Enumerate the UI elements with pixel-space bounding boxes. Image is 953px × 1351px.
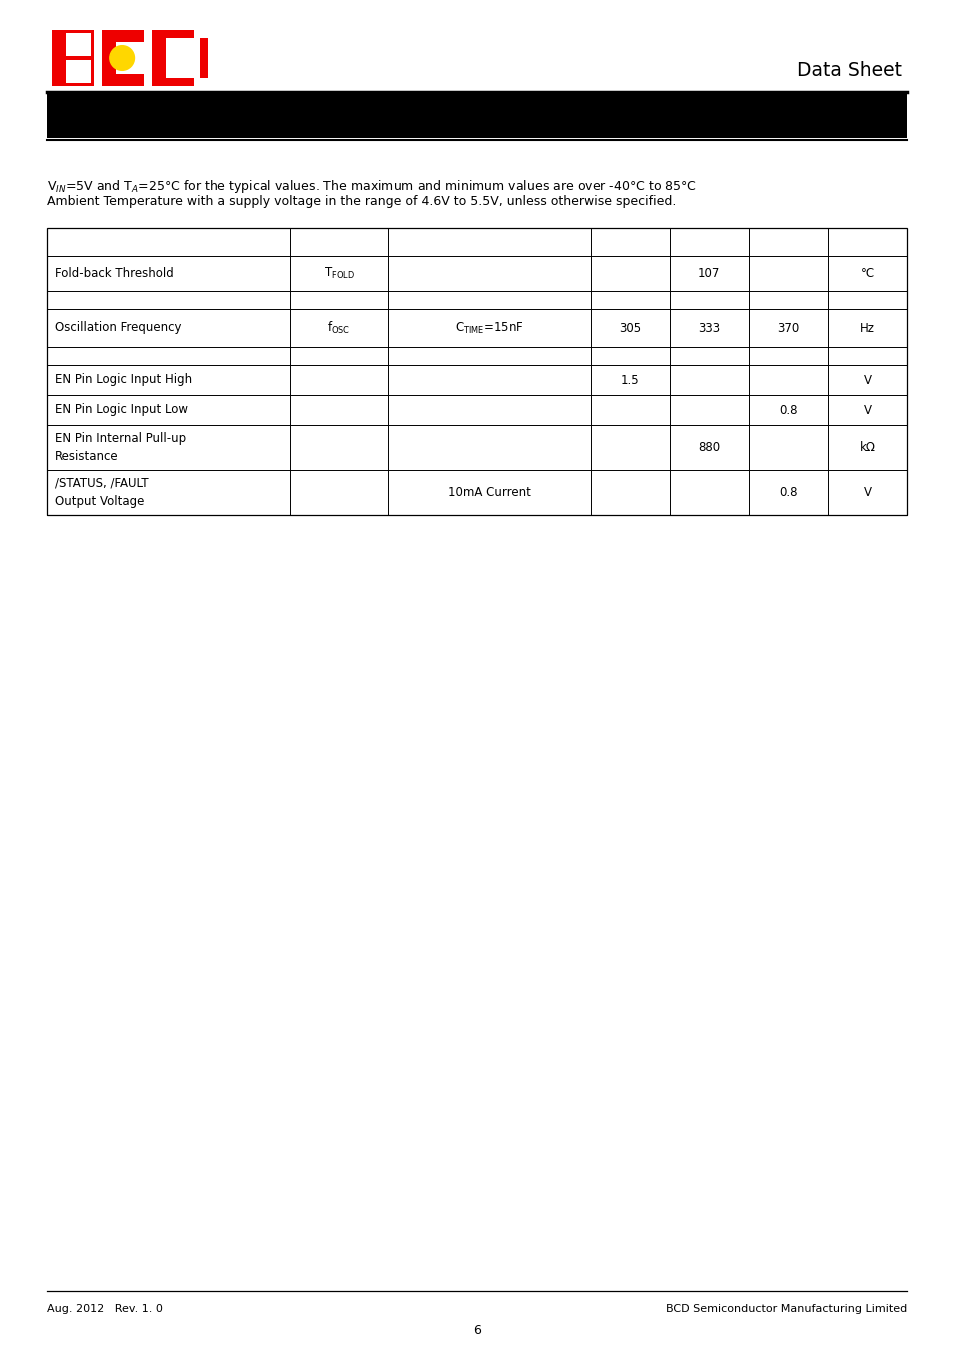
Text: Oscillation Frequency: Oscillation Frequency (55, 322, 181, 335)
Text: EN Pin Internal Pull-up: EN Pin Internal Pull-up (55, 432, 186, 444)
Text: 305: 305 (618, 322, 640, 335)
Text: 0.8: 0.8 (779, 404, 797, 416)
Text: 107: 107 (698, 267, 720, 280)
Text: 10mA Current: 10mA Current (448, 486, 531, 499)
Bar (152, 30, 193, 86)
Text: °C: °C (860, 267, 874, 280)
Text: Ambient Temperature with a supply voltage in the range of 4.6V to 5.5V, unless o: Ambient Temperature with a supply voltag… (47, 195, 676, 208)
Text: kΩ: kΩ (859, 440, 875, 454)
Text: 370: 370 (777, 322, 799, 335)
Circle shape (110, 46, 134, 70)
Text: 1.5: 1.5 (620, 373, 639, 386)
Bar (52, 30, 94, 86)
Text: Output Voltage: Output Voltage (55, 494, 144, 508)
Bar (47, 95, 906, 138)
Bar (166, 38, 200, 78)
Text: Resistance: Resistance (55, 450, 118, 463)
Text: C$_{\mathregular{TIME}}$=15nF: C$_{\mathregular{TIME}}$=15nF (455, 320, 523, 335)
Text: /STATUS, /FAULT: /STATUS, /FAULT (55, 477, 149, 490)
Text: 0.8: 0.8 (779, 486, 797, 499)
Text: 6: 6 (473, 1324, 480, 1337)
Text: EN Pin Logic Input Low: EN Pin Logic Input Low (55, 404, 188, 416)
Text: Data Sheet: Data Sheet (796, 61, 901, 80)
Bar (116, 42, 149, 74)
Text: f$_{\mathregular{OSC}}$: f$_{\mathregular{OSC}}$ (327, 320, 351, 336)
Text: 333: 333 (698, 322, 720, 335)
Text: V$_{IN}$=5V and T$_{A}$=25°C for the typical values. The maximum and minimum val: V$_{IN}$=5V and T$_{A}$=25°C for the typ… (47, 178, 697, 195)
Text: Aug. 2012   Rev. 1. 0: Aug. 2012 Rev. 1. 0 (47, 1304, 163, 1315)
Text: Hz: Hz (859, 322, 874, 335)
Text: V: V (862, 373, 870, 386)
Text: BCD Semiconductor Manufacturing Limited: BCD Semiconductor Manufacturing Limited (665, 1304, 906, 1315)
Text: T$_{\mathregular{FOLD}}$: T$_{\mathregular{FOLD}}$ (323, 266, 355, 281)
Bar (200, 38, 208, 78)
Text: EN Pin Logic Input High: EN Pin Logic Input High (55, 373, 192, 386)
Text: V: V (862, 486, 870, 499)
Bar (66, 32, 91, 55)
Bar (102, 30, 144, 86)
Bar (47, 228, 906, 515)
Text: Fold-back Threshold: Fold-back Threshold (55, 267, 173, 280)
Bar (66, 59, 91, 82)
Text: 880: 880 (698, 440, 720, 454)
Text: V: V (862, 404, 870, 416)
